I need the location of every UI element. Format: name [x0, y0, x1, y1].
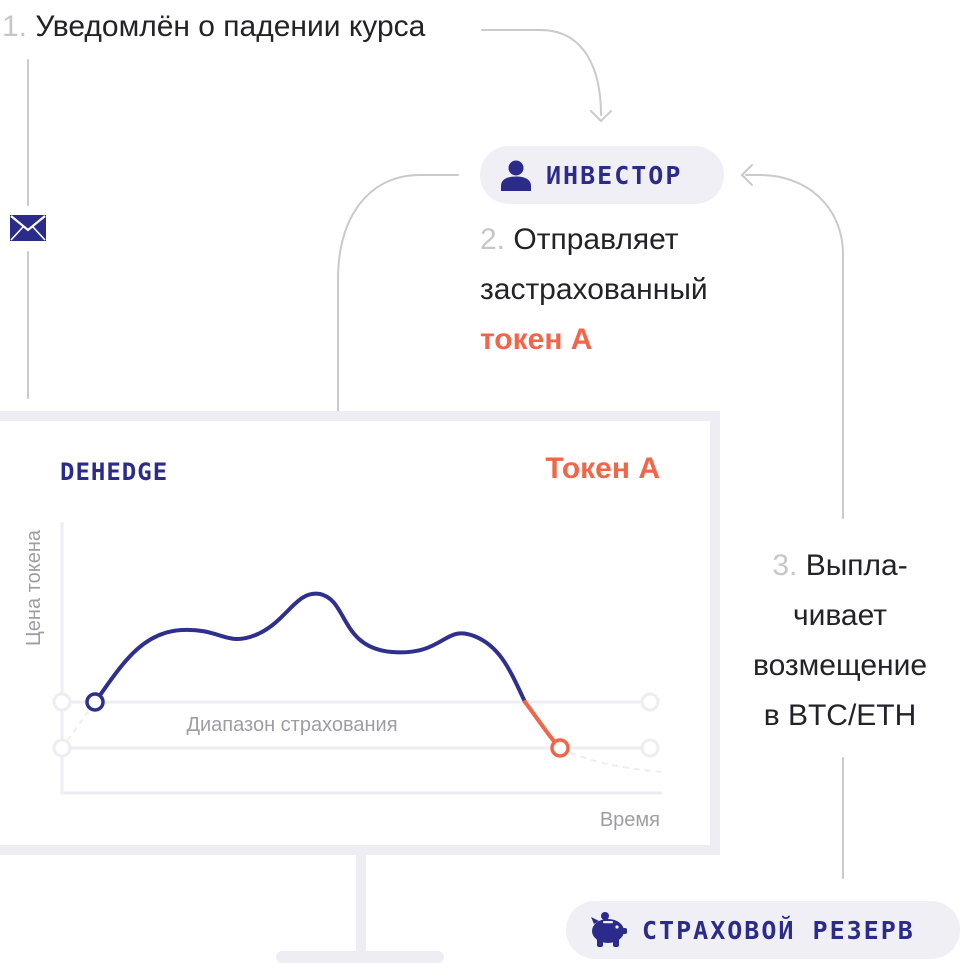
step-3-label-3: возмещение: [752, 649, 928, 682]
band-point-left-upper: [52, 692, 72, 712]
step-3-text: 3. Выпла- чивает возмещение в BTC/ETH: [740, 541, 940, 741]
step-2-token: токен А: [480, 323, 593, 356]
band-point-left-lower: [52, 738, 72, 758]
price-start-point: [85, 692, 105, 712]
step-3-label-2: чивает: [792, 599, 888, 632]
step-3-line-1: 3. Выпла-: [740, 541, 940, 591]
arrow-notify-to-investor: [481, 29, 602, 116]
price-line: [93, 591, 527, 704]
step-1-text: 1. Уведомлён о падении курса: [2, 2, 425, 52]
reserve-pill[interactable]: СТРАХОВОЙ РЕЗЕРВ: [566, 901, 960, 959]
step-3-label-4: в BTC/ETH: [763, 699, 917, 732]
band-label: Диапазон страхования: [186, 714, 397, 736]
step-2-text: 2. Отправляет застрахованный токен А: [480, 215, 780, 365]
investor-label: ИНВЕСТОР: [546, 160, 683, 190]
arrow-investor-to-monitor: [337, 174, 459, 449]
envelope-icon: [10, 215, 46, 241]
step-1-number: 1.: [2, 10, 28, 43]
monitor-frame: [0, 411, 720, 855]
piggy-bank-icon: [591, 912, 627, 947]
user-icon: [501, 160, 531, 191]
step-2-label-1: Отправляет: [513, 223, 679, 256]
step-1-label: Уведомлён о падении курса: [35, 10, 426, 43]
price-drop-point: [550, 738, 570, 758]
arrowhead-investor-top: [590, 110, 612, 123]
y-axis-label: Цена токена: [23, 529, 45, 646]
x-axis-label: Время: [600, 809, 660, 831]
band-point-right-upper: [640, 692, 660, 712]
step-2-label-2: застрахованный: [480, 273, 708, 306]
token-title: Токен А: [545, 452, 660, 485]
reserve-label: СТРАХОВОЙ РЕЗЕРВ: [642, 915, 915, 945]
investor-pill[interactable]: ИНВЕСТОР: [480, 146, 724, 204]
drop-dashed-tail: [559, 747, 663, 773]
chart-axes: [60, 522, 662, 795]
step-3-number: 3.: [772, 549, 798, 582]
brand-logo: DEHEDGE: [60, 458, 169, 486]
step-3-label-1: Выпла-: [805, 549, 908, 582]
step-2-line-1: 2. Отправляет: [480, 215, 780, 265]
arrowhead-investor-right: [740, 164, 753, 186]
arrow-reserve-to-investor: [745, 174, 844, 519]
monitor-stand: [356, 855, 366, 951]
step-2-number: 2.: [480, 223, 506, 256]
band-point-right-lower: [640, 738, 660, 758]
